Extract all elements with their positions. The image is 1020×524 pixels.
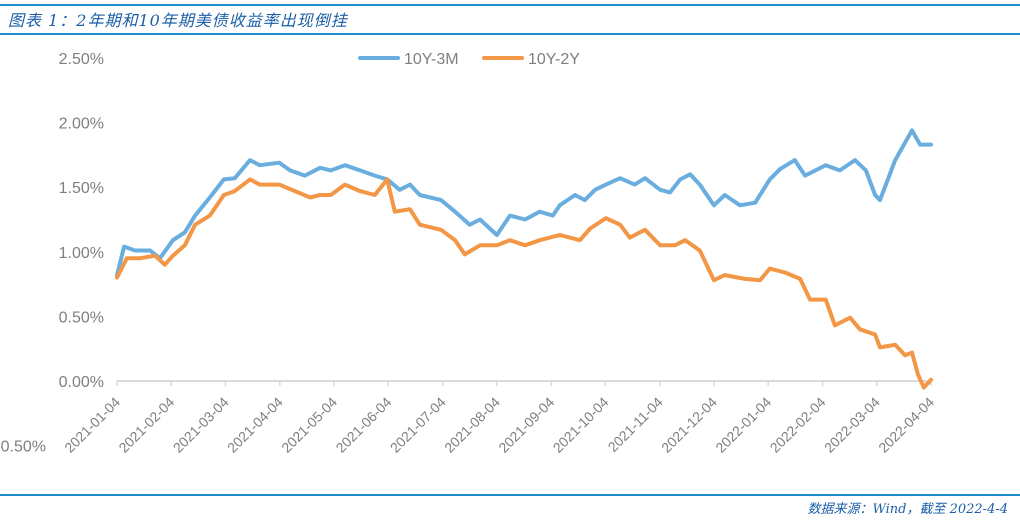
- source-note: 数据来源：Wind，截至 2022-4-4: [807, 502, 1008, 517]
- title-rule: [0, 33, 1020, 35]
- x-tick-label: 2021-09-04: [495, 394, 557, 456]
- x-tick-label: 2021-07-04: [387, 394, 449, 456]
- y-tick-label: 2.50%: [59, 51, 104, 68]
- series-line-10y-2y: [115, 177, 933, 390]
- chart-title: 图表 1：2年期和10年期美债收益率出现倒挂: [8, 11, 348, 30]
- x-tick-label: 2021-08-04: [441, 394, 503, 456]
- x-tick-label: 2021-03-04: [170, 394, 232, 456]
- x-tick-label: 2022-02-04: [767, 394, 829, 456]
- y-tick-label: 1.00%: [59, 245, 104, 262]
- x-tick-label: 2021-06-04: [332, 394, 394, 456]
- y-tick-label: 1.50%: [59, 180, 104, 197]
- x-tick-label: 2021-11-04: [605, 394, 666, 455]
- x-tick-label: 2021-01-04: [61, 394, 123, 456]
- x-tick-label: 2022-03-04: [821, 394, 883, 456]
- y-tick-label: 0.50%: [59, 309, 104, 326]
- series-line-10y-3m: [115, 128, 933, 278]
- y-tick-label: -0.50%: [0, 439, 46, 456]
- x-tick-label: 2022-01-04: [712, 394, 774, 456]
- y-tick-label: 0.00%: [59, 374, 104, 391]
- legend-label: 10Y-2Y: [528, 51, 580, 68]
- y-tick-label: 2.00%: [59, 116, 104, 133]
- x-tick-label: 2021-02-04: [115, 394, 177, 456]
- bottom-rule: [0, 494, 1020, 496]
- legend-label: 10Y-3M: [404, 51, 459, 68]
- x-tick-label: 2021-10-04: [550, 394, 612, 456]
- x-tick-label: 2021-04-04: [224, 394, 286, 456]
- x-tick-label: 2021-05-04: [278, 394, 340, 456]
- x-tick-label: 2022-04-04: [875, 394, 937, 456]
- x-tick-label: 2021-12-04: [658, 394, 720, 456]
- top-rule: [0, 4, 1020, 6]
